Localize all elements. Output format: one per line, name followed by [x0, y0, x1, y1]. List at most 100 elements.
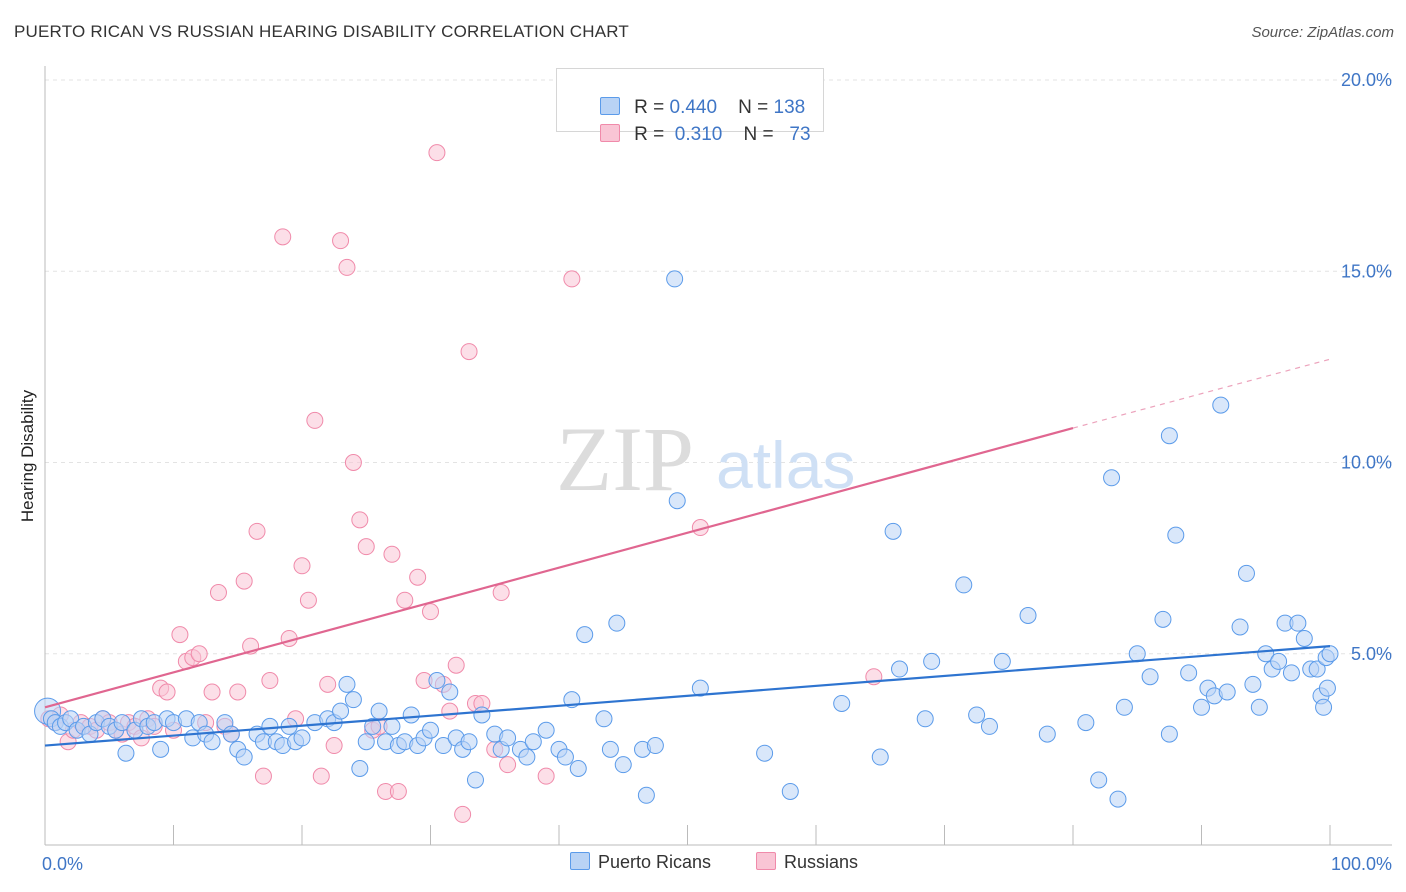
point-russians: [389, 782, 407, 800]
point-puerto-ricans: [1180, 664, 1198, 682]
point-russians: [428, 144, 446, 162]
point-puerto-ricans: [1250, 698, 1268, 716]
point-russians: [235, 572, 253, 590]
legend-row-puerto-ricans: R = 0.440 N = 138: [579, 75, 805, 141]
point-russians: [229, 683, 247, 701]
point-puerto-ricans: [402, 706, 420, 724]
point-russians: [254, 767, 272, 785]
legend-n-value-1: 138: [773, 97, 806, 118]
point-puerto-ricans: [614, 756, 632, 774]
point-russians: [383, 545, 401, 563]
point-puerto-ricans: [1077, 714, 1095, 732]
point-puerto-ricans: [293, 729, 311, 747]
point-puerto-ricans: [1308, 660, 1326, 678]
point-russians: [460, 343, 478, 361]
point-puerto-ricans: [1315, 698, 1333, 716]
point-puerto-ricans: [466, 771, 484, 789]
point-puerto-ricans: [993, 652, 1011, 670]
point-puerto-ricans: [1295, 629, 1313, 647]
point-puerto-ricans: [1270, 652, 1288, 670]
point-puerto-ricans: [524, 733, 542, 751]
watermark-atlas: atlas: [716, 428, 855, 502]
point-puerto-ricans: [113, 714, 131, 732]
point-russians: [338, 258, 356, 276]
trend-line-puerto-ricans: [44, 645, 1331, 747]
legend-r-label-2: R =: [634, 124, 670, 145]
point-russians: [492, 584, 510, 602]
legend-r-label-1: R =: [634, 97, 670, 118]
point-puerto-ricans: [370, 702, 388, 720]
point-puerto-ricans: [1282, 664, 1300, 682]
point-puerto-ricans: [1115, 698, 1133, 716]
point-puerto-ricans: [117, 744, 135, 762]
bottom-legend-russians: Russians: [756, 852, 858, 873]
point-puerto-ricans: [646, 737, 664, 755]
point-puerto-ricans: [1128, 645, 1146, 663]
point-russians: [158, 683, 176, 701]
point-puerto-ricans: [152, 740, 170, 758]
point-puerto-ricans: [1038, 725, 1056, 743]
series-puerto-ricans: [34, 270, 1339, 808]
y-tick-label: 10.0%: [1341, 453, 1392, 473]
point-russians: [203, 683, 221, 701]
point-puerto-ricans: [891, 660, 909, 678]
point-puerto-ricans: [460, 733, 478, 751]
point-puerto-ricans: [428, 672, 446, 690]
point-puerto-ricans: [1103, 469, 1121, 487]
point-puerto-ricans: [261, 717, 279, 735]
legend-n-label-2: N =: [743, 124, 779, 145]
point-puerto-ricans: [344, 691, 362, 709]
legend-row-russians: R = 0.310 N = 73: [579, 102, 811, 168]
watermark: ZIP atlas: [556, 408, 855, 510]
point-puerto-ricans: [222, 725, 240, 743]
legend-r-value-2: 0.310: [669, 124, 723, 145]
y-tick-label: 20.0%: [1341, 70, 1392, 90]
point-puerto-ricans: [968, 706, 986, 724]
point-russians: [319, 675, 337, 693]
y-axis-label: Hearing Disability: [18, 389, 37, 522]
point-russians: [447, 656, 465, 674]
point-puerto-ricans: [1212, 396, 1230, 414]
point-puerto-ricans: [383, 717, 401, 735]
point-puerto-ricans: [441, 683, 459, 701]
chart-source: Source: ZipAtlas.com: [1251, 24, 1394, 41]
point-russians: [563, 270, 581, 288]
point-puerto-ricans: [871, 748, 889, 766]
point-puerto-ricans: [235, 748, 253, 766]
legend-swatch-pink: [600, 124, 621, 142]
point-russians: [344, 454, 362, 471]
legend-n-label-1: N =: [738, 97, 774, 118]
point-puerto-ricans: [637, 786, 655, 804]
point-russians: [325, 737, 343, 755]
point-puerto-ricans: [499, 729, 517, 747]
bottom-legend-puerto-ricans: Puerto Ricans: [570, 852, 711, 873]
point-puerto-ricans: [1218, 683, 1236, 701]
point-puerto-ricans: [955, 576, 973, 594]
x-tick-label: 100.0%: [1331, 854, 1392, 874]
point-russians: [306, 411, 324, 429]
point-puerto-ricans: [1237, 564, 1255, 582]
trend-line-russians: [44, 427, 1074, 709]
point-puerto-ricans: [364, 717, 382, 735]
point-russians: [209, 584, 227, 602]
point-puerto-ricans: [1090, 771, 1108, 789]
stats-legend: R = 0.440 N = 138 R = 0.310 N = 73: [556, 68, 824, 145]
y-tick-label: 15.0%: [1341, 261, 1392, 281]
point-russians: [441, 702, 459, 720]
point-russians: [422, 603, 439, 621]
point-puerto-ricans: [884, 522, 902, 540]
point-puerto-ricans: [1289, 614, 1307, 632]
point-puerto-ricans: [691, 679, 709, 697]
trend-line-russians-extension: [1072, 358, 1331, 429]
point-russians: [293, 557, 311, 575]
point-russians: [190, 645, 208, 663]
point-puerto-ricans: [1231, 618, 1249, 636]
point-puerto-ricans: [980, 717, 998, 735]
point-puerto-ricans: [422, 721, 439, 739]
point-puerto-ricans: [781, 782, 799, 800]
point-puerto-ricans: [434, 737, 452, 755]
point-puerto-ricans: [1318, 679, 1336, 697]
point-russians: [332, 232, 350, 250]
point-puerto-ricans: [595, 710, 613, 728]
